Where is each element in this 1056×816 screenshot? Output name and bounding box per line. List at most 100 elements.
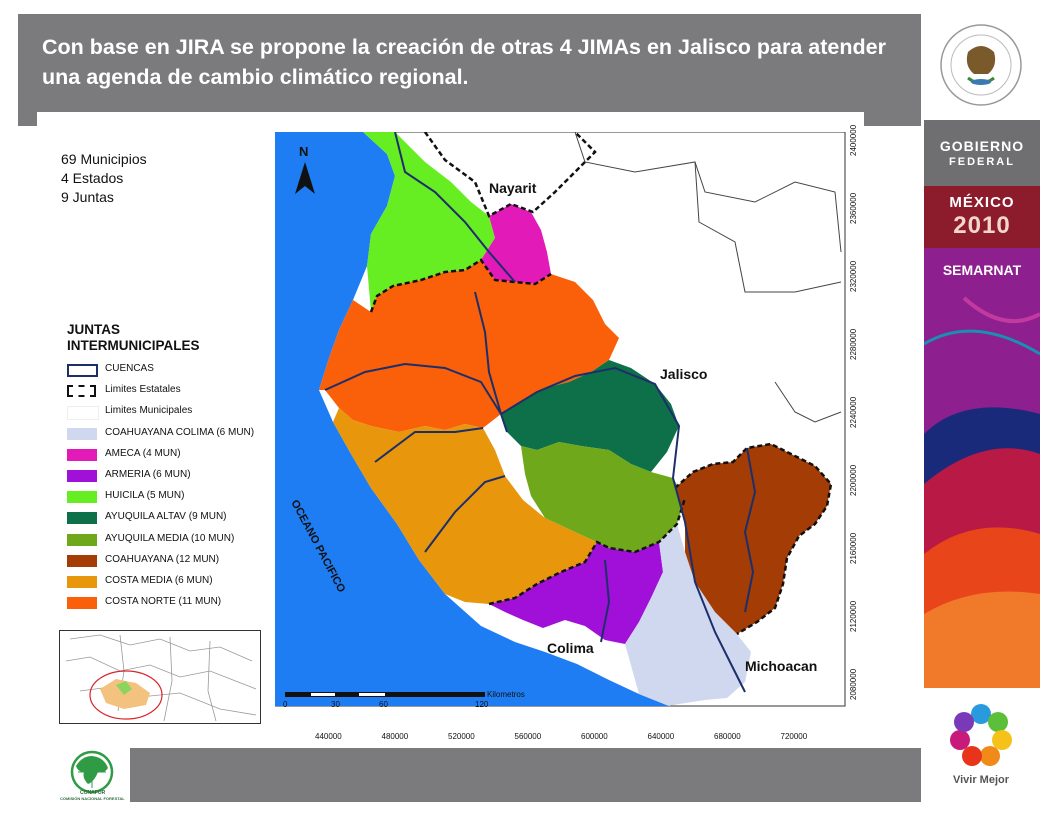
- north-label: N: [299, 144, 308, 159]
- legend-swatch: [67, 491, 97, 504]
- legend-label: AYUQUILA MEDIA (10 MUN): [105, 532, 235, 544]
- footer-bar: [130, 748, 921, 802]
- legend-label: COSTA NORTE (11 MUN): [105, 596, 222, 608]
- state-limit-nayarit: [423, 132, 597, 218]
- stat-estados: 4 Estados: [61, 170, 124, 186]
- y-tick-label: 2320000: [849, 260, 858, 292]
- legend-label: COAHUAYANA (12 MUN): [105, 553, 220, 565]
- y-tick-label: 2160000: [849, 532, 858, 564]
- legend-label: COAHUAYANA COLIMA (6 MUN): [105, 426, 255, 438]
- north-arrow-icon: [295, 162, 315, 194]
- legend-title-line2: INTERMUNICIPALES: [67, 338, 200, 353]
- label-michoacan: Michoacan: [745, 658, 818, 674]
- sidebar-background: [924, 14, 1040, 688]
- label-colima: Colima: [547, 640, 594, 656]
- scale-tick-60: 60: [379, 700, 388, 709]
- x-tick-label: 600000: [581, 732, 608, 741]
- slide-title: Con base en JIRA se propone la creación …: [42, 35, 886, 89]
- label-jalisco: Jalisco: [660, 366, 708, 382]
- cuenca-line-2: [324, 362, 502, 415]
- legend-swatch: [67, 448, 97, 461]
- region-ayuquila-media: [521, 442, 685, 552]
- scale-tick-0: 0: [283, 700, 288, 709]
- y-tick-label: 2400000: [849, 124, 858, 156]
- inset-map-graphic: [65, 634, 257, 722]
- scale-tick-120: 120: [475, 700, 489, 709]
- legend-label: Limites Estatales: [105, 384, 181, 396]
- state-limit-michoacan: [674, 442, 833, 636]
- cuenca-line-5: [424, 475, 506, 553]
- y-tick-label: 2280000: [849, 328, 858, 360]
- sidebar: GOBIERNO FEDERAL MÉXICO 2010 SEMARNAT: [924, 14, 1040, 688]
- cuenca-line-6: [500, 366, 746, 693]
- x-tick-label: 440000: [315, 732, 342, 741]
- inset-map: [59, 630, 261, 724]
- region-huicila: [363, 132, 495, 312]
- vivir-mejor-flower-icon: [950, 704, 1012, 766]
- muni-limit-east: [694, 161, 842, 293]
- x-tick-label: 520000: [448, 732, 475, 741]
- conafor-full-name: COMISIÓN NACIONAL FORESTAL: [60, 796, 125, 801]
- y-tick-label: 2240000: [849, 396, 858, 428]
- conafor-logo: CONAFOR COMISIÓN NACIONAL FORESTAL: [18, 748, 130, 802]
- cuenca-line-8: [600, 559, 611, 643]
- x-tick-label: 720000: [780, 732, 808, 741]
- x-tick-label: 640000: [647, 732, 675, 741]
- legend-swatch: [67, 512, 97, 525]
- legend-label: AYUQUILA ALTAV (9 MUN): [105, 511, 227, 523]
- cuenca-line-4: [374, 427, 484, 463]
- legend-title-line1: JUNTAS: [67, 322, 121, 337]
- year-label: 2010: [953, 212, 1011, 239]
- region-costa-media: [333, 408, 597, 604]
- header-bar: [18, 14, 921, 126]
- scale-unit: Kilometros: [487, 690, 525, 699]
- vivir-mejor-label: Vivir Mejor: [952, 774, 1010, 786]
- muni-limit-southeast: [774, 381, 842, 423]
- x-tick-label: 560000: [514, 732, 542, 741]
- map-panel: 69 Municipios 4 Estados 9 Juntas JUNTAS …: [37, 112, 864, 748]
- cuenca-line-3: [474, 291, 508, 433]
- region-coahuayana: [675, 444, 831, 634]
- cuenca-line-7: [743, 447, 757, 613]
- coat-of-arms-icon: [940, 24, 1022, 106]
- legend-swatch: [67, 554, 97, 567]
- legend-label: Limites Municipales: [105, 405, 193, 417]
- legend-label: CUENCAS: [105, 363, 154, 374]
- stat-municipios: 69 Municipios: [61, 151, 147, 167]
- legend-swatch: [67, 597, 97, 610]
- mexico-label: MÉXICO: [949, 194, 1015, 211]
- y-tick-label: 2120000: [849, 600, 858, 632]
- legend-label: HUICILA (5 MUN): [105, 490, 185, 502]
- semarnat-label: SEMARNAT: [942, 262, 1022, 278]
- state-limit-jalisco-north: [369, 258, 552, 313]
- region-coahuayana-colima: [625, 524, 751, 706]
- legend-label: ARMERIA (6 MUN): [105, 469, 191, 480]
- conafor-name: CONAFOR: [80, 790, 106, 796]
- federal-label: FEDERAL: [949, 156, 1015, 168]
- region-armeria: [489, 542, 663, 644]
- legend-label: COSTA MEDIA (6 MUN): [105, 575, 213, 586]
- x-tick-label: 680000: [714, 732, 741, 741]
- map-graphic: N Kilometros 0 30 60 120: [275, 132, 846, 709]
- muni-limit-north: [574, 132, 842, 253]
- legend-swatch: [67, 533, 97, 546]
- ocean-area: [275, 132, 669, 706]
- region-costa-norte: [319, 260, 619, 432]
- legend-label: AMECA (4 MUN): [105, 447, 181, 459]
- stat-juntas: 9 Juntas: [61, 189, 114, 205]
- x-tick-label: 480000: [381, 732, 409, 741]
- scale-tick-30: 30: [331, 700, 340, 709]
- y-tick-label: 2200000: [849, 464, 858, 496]
- gobierno-label: GOBIERNO: [939, 138, 1025, 154]
- y-tick-label: 2360000: [849, 192, 858, 224]
- y-tick-label: 2080000: [849, 668, 858, 700]
- label-nayarit: Nayarit: [489, 180, 537, 196]
- legend-swatch: [67, 385, 96, 398]
- conafor-emblem-icon: [70, 750, 114, 794]
- legend-swatch: [67, 576, 97, 588]
- legend-swatch: [67, 470, 97, 482]
- legend-swatch: [67, 427, 97, 440]
- cuenca-line-1: [394, 132, 516, 283]
- legend-swatch: [67, 406, 99, 421]
- state-limit-colima: [488, 497, 687, 606]
